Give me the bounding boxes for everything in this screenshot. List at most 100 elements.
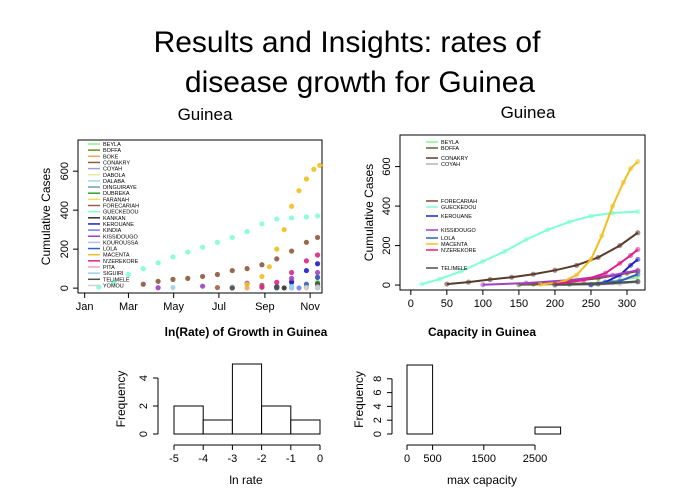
x-tick-label: 100 [474,298,492,310]
x-tick-label: Nov [300,301,320,313]
y-tick-label: 4 [138,375,150,381]
data-point [314,274,321,281]
data-point [303,285,310,291]
data-point [288,248,295,254]
data-point [314,284,321,290]
series-line [421,210,638,286]
legend-label: CONAKRY [103,160,130,166]
data-point [303,176,310,182]
y-tick-label: 8 [372,376,384,382]
data-point [288,215,295,221]
data-point [314,234,321,241]
x-tick-label: -2 [257,453,267,465]
data-point [110,279,117,285]
data-point [199,283,206,289]
data-point [244,285,250,291]
legend-label: KEROUANE [103,222,134,228]
legend-label: BOKE [103,154,119,160]
legend-label: CONAKRY [441,156,468,162]
data-point [314,252,321,258]
x-tick-label: May [163,301,184,313]
data-point [140,266,146,272]
data-point [317,162,323,168]
x-tick-label: 2500 [523,453,547,465]
data-point [214,239,221,245]
x-tick-label: 300 [618,298,636,310]
data-point [259,262,265,268]
data-point [155,260,161,266]
legend-label: PITA [103,265,115,271]
data-point [303,214,310,220]
legend-label: KOUROUSSA [103,240,138,246]
x-tick-label: 500 [423,453,441,465]
y-axis-label: Frequency [114,371,128,428]
y-tick-label: 0 [59,285,71,291]
legend-label: FARANAH [103,197,129,203]
plot-frame [399,134,646,291]
data-point [288,269,295,276]
data-point [296,285,302,291]
data-point [199,273,206,280]
data-point [214,271,221,278]
legend-label: DABOLA [103,173,126,179]
data-point [311,166,317,172]
x-tick-label: -5 [169,453,179,465]
data-point [170,276,176,282]
data-point [214,284,221,291]
data-point [244,281,250,287]
legend-label: BOFFA [103,148,121,154]
legend-label: LOLA [103,247,117,253]
chart-title: Capacity in Guinea [428,325,536,339]
series-line [446,231,639,286]
data-point [259,273,265,280]
y-tick-label: 200 [381,236,393,254]
data-point [303,267,310,274]
legend-label: BEYLA [441,140,459,146]
x-tick-label: -1 [286,453,296,465]
data-point [140,281,146,287]
legend-label: FORECARIAH [103,204,139,210]
y-axis-label: Cumulative Cases [39,168,53,265]
plot-frame [77,139,323,294]
histogram-bar [290,419,321,435]
chart-title: Guinea [501,103,556,122]
data-point [314,261,321,267]
legend-label: DUBREKA [103,191,130,197]
y-tick-label: 2 [138,403,150,409]
legend-label: BOFFA [441,146,459,152]
data-point [185,249,191,255]
legend-label: KEROUANE [441,214,472,220]
legend-label: KISSIDOUGO [441,228,477,234]
x-tick-label: -4 [198,453,208,465]
data-point [296,188,302,194]
legend-label: COYAH [103,167,122,173]
data-point [229,285,235,291]
data-point [170,254,176,260]
data-point [274,256,280,262]
x-tick-label: 250 [582,298,600,310]
chart-title: Guinea [178,105,233,124]
x-tick-label: 1500 [472,453,496,465]
data-point [303,239,310,245]
data-point [288,283,295,290]
data-point [480,282,486,288]
data-point [314,269,321,276]
y-tick-label: 0 [381,282,393,288]
y-axis-label: Cumulative Cases [362,164,376,261]
legend-label: KANKAN [103,216,126,222]
y-tick-label: 4 [372,403,384,409]
y-axis-label: Frequency [352,371,366,428]
slide-title-line: Results and Insights: rates of [154,26,542,59]
y-tick-label: 0 [138,431,150,437]
histogram-bar [534,426,562,435]
data-point [199,244,206,250]
legend-label: N'ZEREKORE [441,248,477,254]
data-point [266,264,272,270]
x-tick-label: Sep [255,301,275,313]
data-point [274,216,280,222]
y-tick-label: 200 [59,240,71,258]
data-point [303,258,310,264]
legend-label: TELIMELE [103,277,130,283]
legend-label: DALABA [103,179,125,185]
histogram-bar [173,405,204,435]
